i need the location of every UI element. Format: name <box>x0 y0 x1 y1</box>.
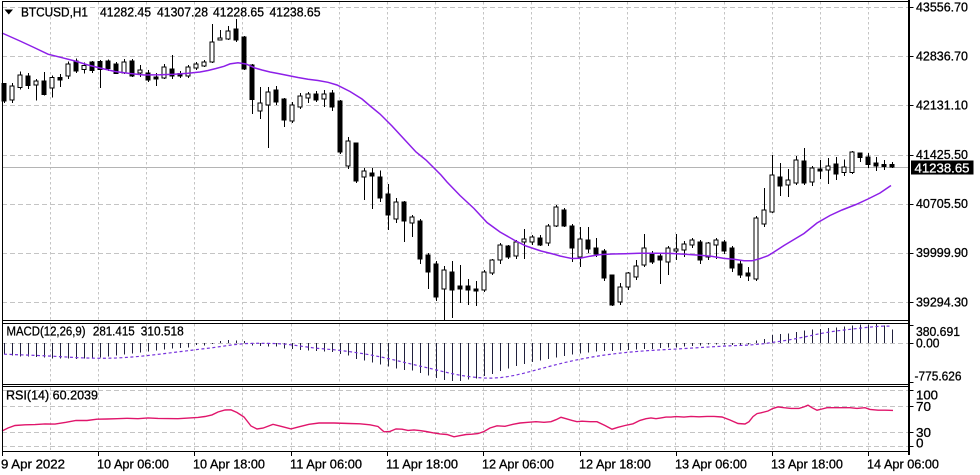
svg-text:0.00: 0.00 <box>916 336 940 351</box>
svg-text:41238.65: 41238.65 <box>915 160 970 175</box>
svg-text:100: 100 <box>916 388 938 403</box>
svg-text:41282.45: 41282.45 <box>100 4 151 19</box>
svg-text:10 Apr 06:00: 10 Apr 06:00 <box>97 456 169 471</box>
svg-text:MACD(12,26,9): MACD(12,26,9) <box>7 323 86 338</box>
svg-text:14 Apr 06:00: 14 Apr 06:00 <box>867 456 939 471</box>
svg-text:310.518: 310.518 <box>141 323 184 338</box>
svg-text:39999.90: 39999.90 <box>916 245 968 260</box>
svg-text:43556.70: 43556.70 <box>916 0 968 15</box>
svg-text:281.415: 281.415 <box>93 323 135 338</box>
svg-text:39294.30: 39294.30 <box>916 295 968 310</box>
svg-text:40705.50: 40705.50 <box>916 196 968 211</box>
svg-text:0: 0 <box>916 436 924 451</box>
svg-text:11 Apr 18:00: 11 Apr 18:00 <box>386 456 458 471</box>
svg-text:42131.10: 42131.10 <box>916 98 968 113</box>
svg-text:13 Apr 18:00: 13 Apr 18:00 <box>771 456 843 471</box>
svg-text:41238.65: 41238.65 <box>270 4 321 19</box>
svg-text:41228.65: 41228.65 <box>213 4 264 19</box>
svg-text:42836.70: 42836.70 <box>916 49 968 64</box>
svg-text:41425.50: 41425.50 <box>916 147 968 162</box>
svg-text:380.691: 380.691 <box>916 324 960 339</box>
svg-text:30: 30 <box>916 425 931 440</box>
svg-text:RSI(14) 60.2039: RSI(14) 60.2039 <box>6 387 98 402</box>
svg-text:70: 70 <box>916 399 931 414</box>
svg-text:12 Apr 18:00: 12 Apr 18:00 <box>579 456 651 471</box>
svg-text:-775.626: -775.626 <box>915 369 962 384</box>
svg-text:41307.28: 41307.28 <box>157 4 208 19</box>
svg-text:10 Apr 18:00: 10 Apr 18:00 <box>193 456 265 471</box>
svg-text:11 Apr 06:00: 11 Apr 06:00 <box>290 456 362 471</box>
svg-text:13 Apr 06:00: 13 Apr 06:00 <box>675 456 747 471</box>
svg-text:9 Apr 2022: 9 Apr 2022 <box>1 456 65 471</box>
svg-text:12 Apr 06:00: 12 Apr 06:00 <box>482 456 554 471</box>
svg-text:BTCUSD,H1: BTCUSD,H1 <box>21 4 88 19</box>
